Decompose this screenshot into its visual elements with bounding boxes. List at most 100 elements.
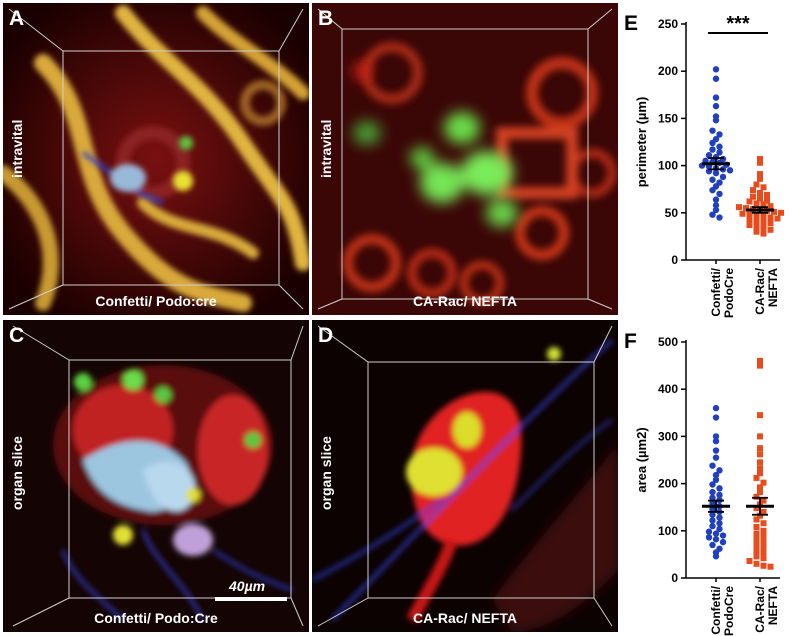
data-point xyxy=(705,152,713,159)
data-point xyxy=(757,489,763,496)
data-point xyxy=(760,544,767,551)
data-point xyxy=(757,155,763,162)
x-tick-label-line: NEFTA xyxy=(766,268,780,307)
y-tick-label: 300 xyxy=(658,429,678,443)
data-point xyxy=(767,214,774,221)
data-point xyxy=(753,547,760,554)
data-point xyxy=(753,181,760,188)
data-point xyxy=(753,524,760,531)
data-point xyxy=(767,563,774,570)
y-tick-label: 0 xyxy=(671,253,678,267)
x-tick-label-line: Confetti/ xyxy=(709,267,723,316)
data-point xyxy=(760,550,767,557)
data-point xyxy=(750,187,756,194)
data-point xyxy=(760,213,767,220)
data-point xyxy=(753,553,760,560)
data-point xyxy=(753,474,760,481)
panel-letter: E xyxy=(624,12,638,35)
data-point xyxy=(757,175,763,182)
data-point xyxy=(712,404,720,412)
data-point xyxy=(716,143,723,150)
data-point xyxy=(712,476,720,484)
data-point xyxy=(757,484,763,491)
data-point xyxy=(716,190,723,198)
data-point xyxy=(712,169,720,177)
data-point xyxy=(712,117,720,124)
panel-letter: C xyxy=(9,324,25,347)
x-tick-label: Confetti/PodoCre xyxy=(709,267,736,318)
data-point xyxy=(760,224,767,231)
data-point xyxy=(764,197,770,204)
data-point xyxy=(716,525,723,533)
data-point xyxy=(753,541,760,548)
data-point xyxy=(746,216,753,223)
data-point xyxy=(746,198,753,205)
data-point xyxy=(705,528,713,535)
data-point xyxy=(757,451,763,458)
data-point xyxy=(712,206,720,214)
data-point xyxy=(760,562,767,569)
y-tick-label: 500 xyxy=(658,335,678,349)
micrograph-panel-a: A intravital Confetti/ Podo:cre xyxy=(3,3,309,315)
data-point xyxy=(757,445,763,452)
x-tick-label-line: PodoCre xyxy=(722,268,736,318)
data-point xyxy=(767,226,774,233)
data-point xyxy=(716,149,723,156)
data-point xyxy=(709,127,716,134)
micrograph-panel-b: B intravital CA-Rac/ NEFTA xyxy=(312,3,618,315)
data-point xyxy=(712,202,720,209)
data-point xyxy=(736,204,742,211)
data-point xyxy=(712,102,720,110)
data-point xyxy=(716,131,723,138)
data-point xyxy=(709,139,716,147)
data-point xyxy=(750,193,756,200)
data-point xyxy=(716,491,723,499)
data-point xyxy=(719,173,727,181)
data-point xyxy=(712,471,720,479)
y-tick-label: 150 xyxy=(658,111,678,125)
data-point xyxy=(716,514,723,521)
data-point xyxy=(757,465,763,472)
panel-caption: CA-Rac/ NEFTA xyxy=(413,610,517,626)
data-point xyxy=(746,222,753,229)
data-point xyxy=(719,538,727,546)
data-point xyxy=(709,494,716,501)
panel-letter: F xyxy=(624,330,637,353)
data-point xyxy=(709,517,716,524)
data-point xyxy=(757,433,763,440)
data-point xyxy=(753,505,760,512)
y-tick-label: 50 xyxy=(665,206,679,220)
y-tick-label: 200 xyxy=(658,477,678,491)
data-point xyxy=(712,94,720,101)
data-point xyxy=(712,536,720,543)
data-point xyxy=(712,454,720,461)
data-point xyxy=(753,200,760,207)
x-tick-label-line: NEFTA xyxy=(766,586,780,625)
data-point xyxy=(760,201,767,208)
x-tick-label: Confetti/PodoCre xyxy=(709,585,736,636)
data-point xyxy=(760,479,767,486)
data-point xyxy=(753,493,760,500)
data-point xyxy=(774,215,781,222)
data-point xyxy=(757,362,763,369)
panel-side-label: organ slice xyxy=(318,436,334,510)
perimeter-dot-plot: E 0 50 100 150 200 250 perimeter (µm) Confetti/P… xyxy=(624,12,784,318)
data-point xyxy=(760,520,767,527)
data-point xyxy=(705,534,713,541)
data-point xyxy=(760,555,767,562)
data-point xyxy=(709,541,716,549)
data-point xyxy=(753,536,760,543)
data-point xyxy=(709,462,716,469)
data-point xyxy=(778,209,784,216)
data-point xyxy=(760,539,767,546)
data-point xyxy=(760,497,767,504)
y-tick-label: 100 xyxy=(658,159,678,173)
micrograph-b-image xyxy=(312,3,618,315)
y-tick-label: 250 xyxy=(658,17,678,31)
data-point xyxy=(716,520,723,527)
micrograph-panel-c: C organ slice 40µm Confetti/ Podo:Cre xyxy=(3,320,309,632)
panel-caption: CA-Rac/ NEFTA xyxy=(413,293,517,309)
data-point xyxy=(753,560,760,567)
data-point xyxy=(757,459,763,466)
data-point xyxy=(712,530,720,537)
